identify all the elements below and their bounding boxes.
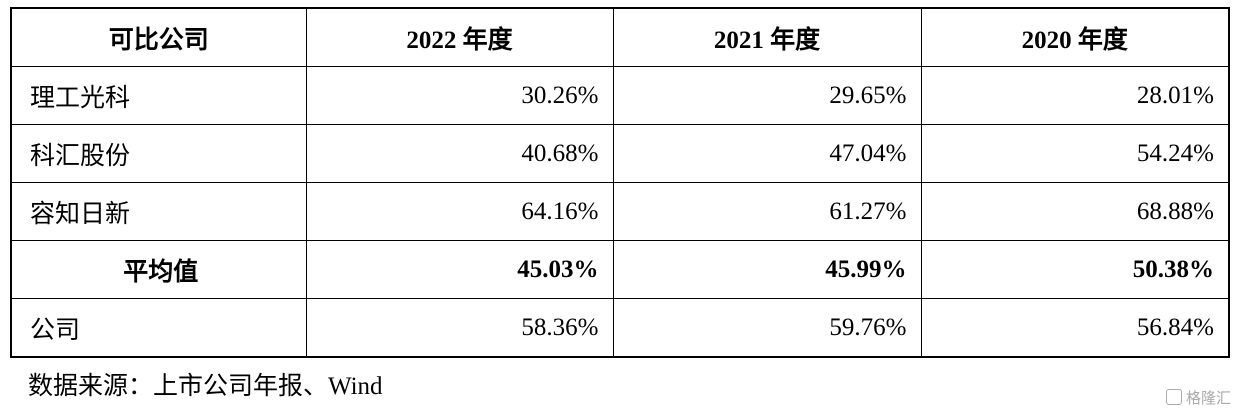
value-cell: 68.88% bbox=[920, 182, 1230, 241]
value-cell: 47.04% bbox=[612, 124, 922, 183]
header-cell: 可比公司 bbox=[10, 7, 307, 67]
value-cell: 30.26% bbox=[305, 66, 614, 125]
value-cell: 59.76% bbox=[612, 298, 922, 358]
company-cell: 平均值 bbox=[10, 240, 307, 299]
table-row: 容知日新 64.16% 61.27% 68.88% bbox=[10, 182, 1230, 241]
table-row: 科汇股份 40.68% 47.04% 54.24% bbox=[10, 124, 1230, 183]
source-note: 数据来源：上市公司年报、Wind bbox=[28, 373, 383, 400]
company-cell: 公司 bbox=[10, 298, 307, 358]
value-cell: 54.24% bbox=[920, 124, 1230, 183]
value-cell: 50.38% bbox=[920, 240, 1230, 299]
company-cell: 科汇股份 bbox=[10, 124, 307, 183]
company-cell: 容知日新 bbox=[10, 182, 307, 241]
value-cell: 64.16% bbox=[305, 182, 614, 241]
value-cell: 45.03% bbox=[305, 240, 614, 299]
header-row: 可比公司 2022 年度 2021 年度 2020 年度 bbox=[10, 7, 1230, 67]
table-row: 平均值 45.03% 45.99% 50.38% bbox=[10, 240, 1230, 299]
value-cell: 61.27% bbox=[612, 182, 922, 241]
value-cell: 45.99% bbox=[612, 240, 922, 299]
watermark: 格隆汇 bbox=[1165, 387, 1231, 408]
header-cell: 2022 年度 bbox=[305, 7, 614, 67]
watermark-text: 格隆汇 bbox=[1185, 389, 1231, 407]
data-table: 可比公司 2022 年度 2021 年度 2020 年度 理工光科 30.26% 29.6… bbox=[10, 7, 1230, 358]
value-cell: 29.65% bbox=[612, 66, 922, 125]
value-cell: 58.36% bbox=[305, 298, 614, 358]
header-cell: 2020 年度 bbox=[920, 7, 1230, 67]
company-cell: 理工光科 bbox=[10, 66, 307, 125]
table-row: 理工光科 30.26% 29.65% 28.01% bbox=[10, 66, 1230, 125]
value-cell: 40.68% bbox=[305, 124, 614, 183]
value-cell: 56.84% bbox=[920, 298, 1230, 358]
value-cell: 28.01% bbox=[920, 66, 1230, 125]
header-cell: 2021 年度 bbox=[612, 7, 922, 67]
watermark-logo bbox=[1165, 389, 1182, 405]
table-row: 公司 58.36% 59.76% 56.84% bbox=[10, 298, 1230, 358]
